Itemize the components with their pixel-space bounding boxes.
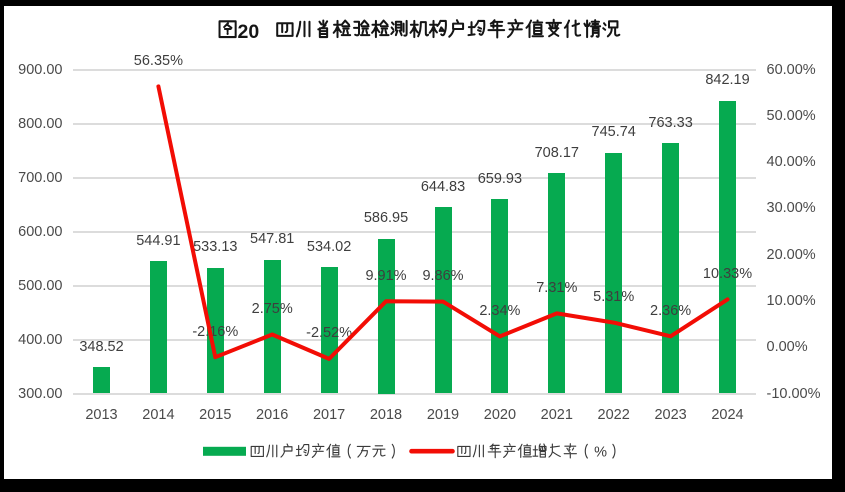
svg-text:%: % bbox=[594, 445, 607, 461]
svg-text:20: 20 bbox=[238, 21, 260, 43]
